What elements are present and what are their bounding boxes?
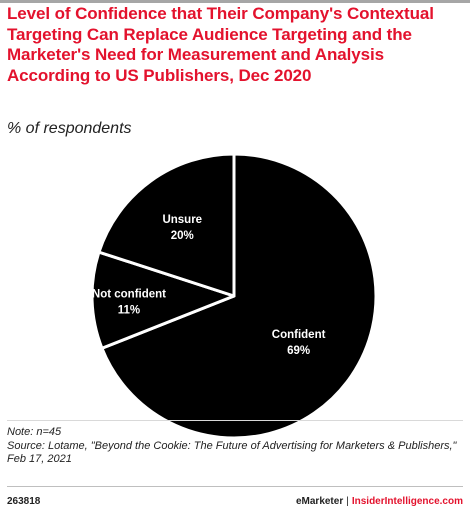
source-text: Source: Lotame, "Beyond the Cookie: The … xyxy=(7,439,457,452)
pie-slices xyxy=(90,152,378,440)
footnote: Note: n=45 Source: Lotame, "Beyond the C… xyxy=(7,426,467,467)
pie-labels: Confident 69% Not confident 11% Unsure 20% xyxy=(92,214,326,357)
brand-site[interactable]: InsiderIntelligence.com xyxy=(351,496,463,507)
slice-label-unsure: Unsure xyxy=(162,214,202,226)
slice-value-confident: 69% xyxy=(287,345,310,357)
top-accent-bar xyxy=(0,0,470,3)
slice-label-not-confident: Not confident xyxy=(92,288,166,300)
chart-id: 263818 xyxy=(7,496,41,507)
chart-title: Level of Confidence that Their Company's… xyxy=(7,4,434,85)
footer-divider xyxy=(7,420,463,421)
pie-slice-not-confident xyxy=(90,250,236,350)
slice-label-confident: Confident xyxy=(272,329,326,341)
slice-value-not-confident: 11% xyxy=(118,304,140,316)
pie-slice-confident xyxy=(100,152,378,440)
bottom-divider xyxy=(7,486,463,487)
brand-name: eMarketer xyxy=(295,496,344,507)
pie-slice-unsure xyxy=(97,152,236,298)
slice-value-unsure: 20% xyxy=(171,230,194,242)
source-date: Feb 17, 2021 xyxy=(7,453,72,465)
note-text: Note: n=45 xyxy=(7,426,62,438)
chart-subtitle: % of respondents xyxy=(7,120,132,137)
brand-line: eMarketer | InsiderIntelligence.com xyxy=(296,496,463,507)
brand-separator: | xyxy=(346,496,349,507)
